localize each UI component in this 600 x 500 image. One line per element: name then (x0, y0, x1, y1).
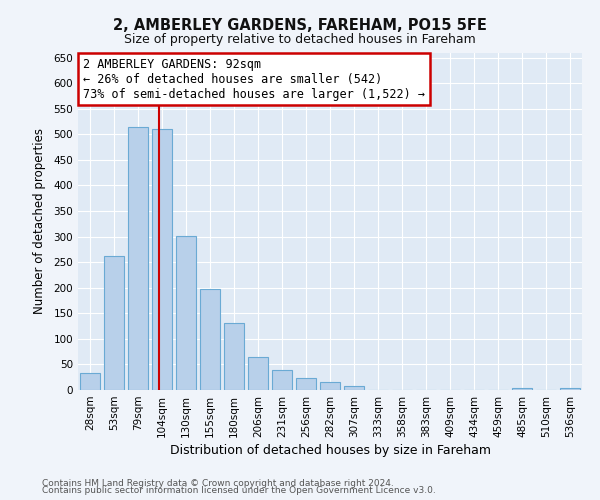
Bar (152, 129, 172, 390)
Bar (296, 378, 316, 390)
Bar (80, 373, 100, 390)
Bar (248, 357, 268, 390)
Bar (104, 256, 124, 390)
Text: 2 AMBERLEY GARDENS: 92sqm
← 26% of detached houses are smaller (542)
73% of semi: 2 AMBERLEY GARDENS: 92sqm ← 26% of detac… (83, 58, 425, 100)
Bar (128, 126, 148, 390)
Text: 2, AMBERLEY GARDENS, FAREHAM, PO15 5FE: 2, AMBERLEY GARDENS, FAREHAM, PO15 5FE (113, 18, 487, 32)
Bar (200, 290, 220, 390)
Bar (272, 370, 292, 390)
Y-axis label: Number of detached properties: Number of detached properties (34, 128, 46, 314)
X-axis label: Distribution of detached houses by size in Fareham: Distribution of detached houses by size … (170, 444, 491, 457)
Bar (320, 382, 340, 390)
Text: Size of property relative to detached houses in Fareham: Size of property relative to detached ho… (124, 32, 476, 46)
Bar (560, 388, 580, 390)
Text: Contains HM Land Registry data © Crown copyright and database right 2024.: Contains HM Land Registry data © Crown c… (42, 478, 394, 488)
Bar (176, 236, 196, 390)
Bar (512, 388, 532, 390)
Bar (224, 323, 244, 390)
Bar (344, 386, 364, 390)
Text: Contains public sector information licensed under the Open Government Licence v3: Contains public sector information licen… (42, 486, 436, 495)
